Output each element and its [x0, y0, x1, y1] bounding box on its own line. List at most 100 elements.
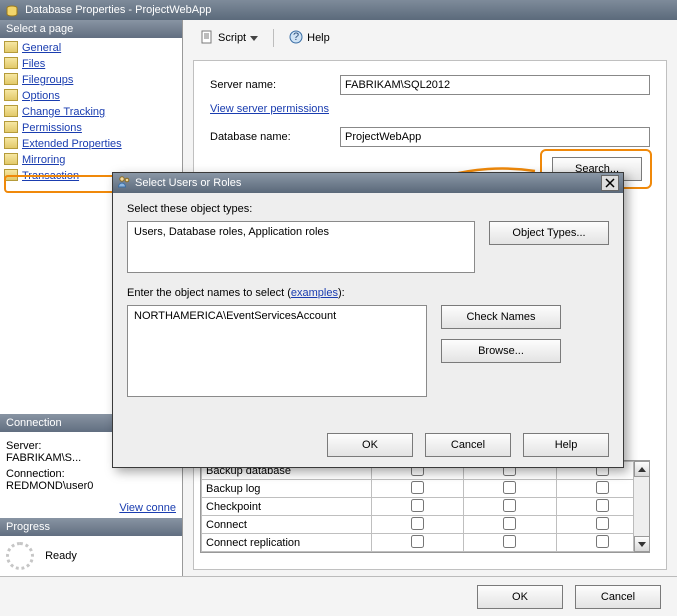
permission-checkbox-cell	[372, 534, 464, 552]
browse-button[interactable]: Browse...	[441, 339, 561, 363]
connection-label: Connection:	[6, 468, 176, 480]
dialog-close-button[interactable]	[601, 175, 619, 191]
toolbar-divider	[273, 29, 274, 47]
permission-checkbox-cell	[464, 480, 556, 498]
check-names-button[interactable]: Check Names	[441, 305, 561, 329]
permission-checkbox[interactable]	[411, 499, 424, 512]
page-item-label: Filegroups	[22, 74, 73, 86]
enter-names-label: Enter the object names to select (exampl…	[127, 287, 609, 299]
page-item-label: Change Tracking	[22, 106, 105, 118]
page-item-label: Mirroring	[22, 154, 65, 166]
permission-name: Connect replication	[202, 534, 372, 552]
script-label: Script	[218, 32, 246, 44]
dialog-cancel-button[interactable]: Cancel	[425, 433, 511, 457]
permission-checkbox-cell	[464, 534, 556, 552]
permissions-table: Backup databaseBackup logCheckpointConne…	[200, 460, 650, 553]
dialog-ok-button[interactable]: OK	[327, 433, 413, 457]
server-name-label: Server name:	[210, 79, 340, 91]
dialog-titlebar: Select Users or Roles	[113, 173, 623, 193]
dialog-help-button[interactable]: Help	[523, 433, 609, 457]
page-item-label: Permissions	[22, 122, 82, 134]
bottom-bar: OK Cancel	[0, 576, 677, 616]
page-item-label: Extended Properties	[22, 138, 122, 150]
table-row: Connect replication	[202, 534, 649, 552]
object-names-input[interactable]: NORTHAMERICA\EventServicesAccount	[127, 305, 427, 397]
progress-status: Ready	[45, 550, 77, 562]
select-types-label: Select these object types:	[127, 203, 609, 215]
dialog-footer: OK Cancel Help	[327, 433, 609, 457]
permission-checkbox[interactable]	[596, 535, 609, 548]
page-item-extended-properties[interactable]: Extended Properties	[0, 136, 182, 152]
view-server-permissions-link[interactable]: View server permissions	[210, 103, 329, 115]
page-icon	[4, 105, 18, 117]
permission-checkbox[interactable]	[503, 535, 516, 548]
page-icon	[4, 153, 18, 165]
permission-name: Connect	[202, 516, 372, 534]
permission-checkbox[interactable]	[596, 517, 609, 530]
page-item-filegroups[interactable]: Filegroups	[0, 72, 182, 88]
permission-checkbox[interactable]	[411, 517, 424, 530]
page-icon	[4, 89, 18, 101]
page-list: General Files Filegroups Options Change Trac…	[0, 38, 182, 186]
toolbar: Script ? Help	[193, 26, 667, 50]
progress-header: Progress	[0, 518, 182, 536]
page-item-options[interactable]: Options	[0, 88, 182, 104]
main-cancel-button[interactable]: Cancel	[575, 585, 661, 609]
permission-checkbox-cell	[464, 498, 556, 516]
database-name-label: Database name:	[210, 131, 340, 143]
page-item-mirroring[interactable]: Mirroring	[0, 152, 182, 168]
permission-checkbox[interactable]	[503, 517, 516, 530]
scroll-up-button[interactable]	[634, 461, 650, 477]
page-item-label: Transaction	[22, 170, 79, 182]
view-connection-link[interactable]: View conne	[119, 502, 176, 514]
object-types-box: Users, Database roles, Application roles	[127, 221, 475, 273]
permission-checkbox[interactable]	[596, 481, 609, 494]
permission-checkbox-cell	[372, 516, 464, 534]
page-item-label: General	[22, 42, 61, 54]
permission-name: Backup log	[202, 480, 372, 498]
select-page-header: Select a page	[0, 20, 182, 38]
select-users-dialog: Select Users or Roles Select these objec…	[112, 172, 624, 468]
main-ok-button[interactable]: OK	[477, 585, 563, 609]
server-name-input[interactable]	[340, 75, 650, 95]
users-icon	[117, 175, 131, 192]
permission-checkbox[interactable]	[596, 499, 609, 512]
permission-checkbox[interactable]	[411, 481, 424, 494]
chevron-down-icon	[250, 36, 258, 41]
page-icon	[4, 73, 18, 85]
page-item-files[interactable]: Files	[0, 56, 182, 72]
table-row: Backup log	[202, 480, 649, 498]
page-icon	[4, 57, 18, 69]
script-button[interactable]: Script	[193, 27, 265, 50]
progress-spinner-icon	[6, 542, 34, 570]
page-icon	[4, 169, 18, 181]
connection-value: REDMOND\user0	[6, 480, 176, 492]
dialog-title: Select Users or Roles	[135, 177, 241, 189]
examples-link[interactable]: examples	[291, 287, 338, 299]
svg-text:?: ?	[293, 31, 299, 43]
page-item-general[interactable]: General	[0, 40, 182, 56]
table-row: Connect	[202, 516, 649, 534]
progress-block: Ready	[0, 536, 182, 576]
scroll-down-button[interactable]	[634, 536, 650, 552]
page-icon	[4, 121, 18, 133]
permission-checkbox-cell	[372, 480, 464, 498]
page-item-label: Files	[22, 58, 45, 70]
permission-checkbox-cell	[464, 516, 556, 534]
page-icon	[4, 41, 18, 53]
window-titlebar: Database Properties - ProjectWebApp	[0, 0, 677, 20]
help-label: Help	[307, 32, 330, 44]
table-scrollbar[interactable]	[633, 461, 649, 552]
script-icon	[200, 30, 214, 47]
permission-checkbox[interactable]	[411, 535, 424, 548]
object-types-button[interactable]: Object Types...	[489, 221, 609, 245]
permission-checkbox[interactable]	[503, 499, 516, 512]
dialog-body: Select these object types: Users, Databa…	[113, 193, 623, 407]
page-item-change-tracking[interactable]: Change Tracking	[0, 104, 182, 120]
window-title: Database Properties - ProjectWebApp	[25, 4, 211, 16]
page-item-label: Options	[22, 90, 60, 102]
page-item-permissions[interactable]: Permissions	[0, 120, 182, 136]
database-name-input[interactable]	[340, 127, 650, 147]
permission-checkbox[interactable]	[503, 481, 516, 494]
help-button[interactable]: ? Help	[282, 27, 337, 50]
